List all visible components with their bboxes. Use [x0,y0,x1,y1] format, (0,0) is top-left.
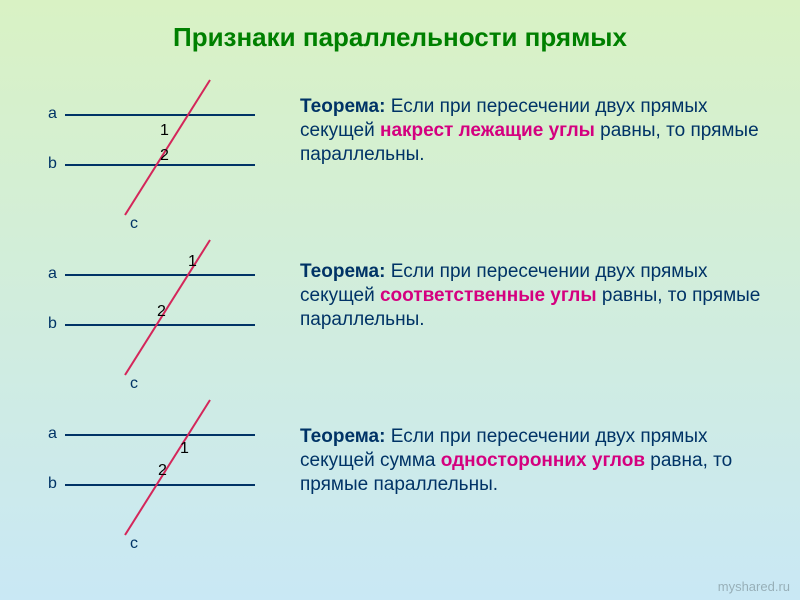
theorem-label: Теорема: [300,261,385,282]
angle-label-2: 2 [158,462,167,480]
angle-label-1: 1 [180,440,189,458]
angle-label-2: 2 [157,303,166,321]
label-c: c [130,375,138,393]
diagram-svg [30,245,280,395]
slide-content: Признаки параллельности прямых a b c 1 2… [0,0,800,600]
theorem-highlight: соответственные углы [380,285,597,306]
label-b: b [48,475,57,493]
diagram-3: a b c 1 2 [30,405,280,555]
label-a: a [48,265,57,283]
angle-label-1: 1 [188,253,197,271]
line-c-transversal [125,240,210,375]
theorem-text-3: Теорема: Если при пересечении двух прямы… [300,425,780,496]
theorem-highlight: накрест лежащие углы [380,120,595,141]
label-a: a [48,425,57,443]
angle-label-1: 1 [160,122,169,140]
watermark: myshared.ru [718,579,790,594]
diagram-svg [30,405,280,555]
label-b: b [48,155,57,173]
label-a: a [48,105,57,123]
diagram-1: a b c 1 2 [30,85,280,235]
diagram-2: a b c 1 2 [30,245,280,395]
label-b: b [48,315,57,333]
theorem-text-2: Теорема: Если при пересечении двух прямы… [300,260,780,331]
slide-title: Признаки параллельности прямых [0,0,800,53]
theorem-label: Теорема: [300,426,385,447]
label-c: c [130,535,138,553]
line-c-transversal [125,400,210,535]
theorem-label: Теорема: [300,96,385,117]
theorem-text-1: Теорема: Если при пересечении двух прямы… [300,95,780,166]
angle-label-2: 2 [160,147,169,165]
label-c: c [130,215,138,233]
diagram-svg [30,85,280,235]
theorem-highlight: односторонних углов [441,450,645,471]
